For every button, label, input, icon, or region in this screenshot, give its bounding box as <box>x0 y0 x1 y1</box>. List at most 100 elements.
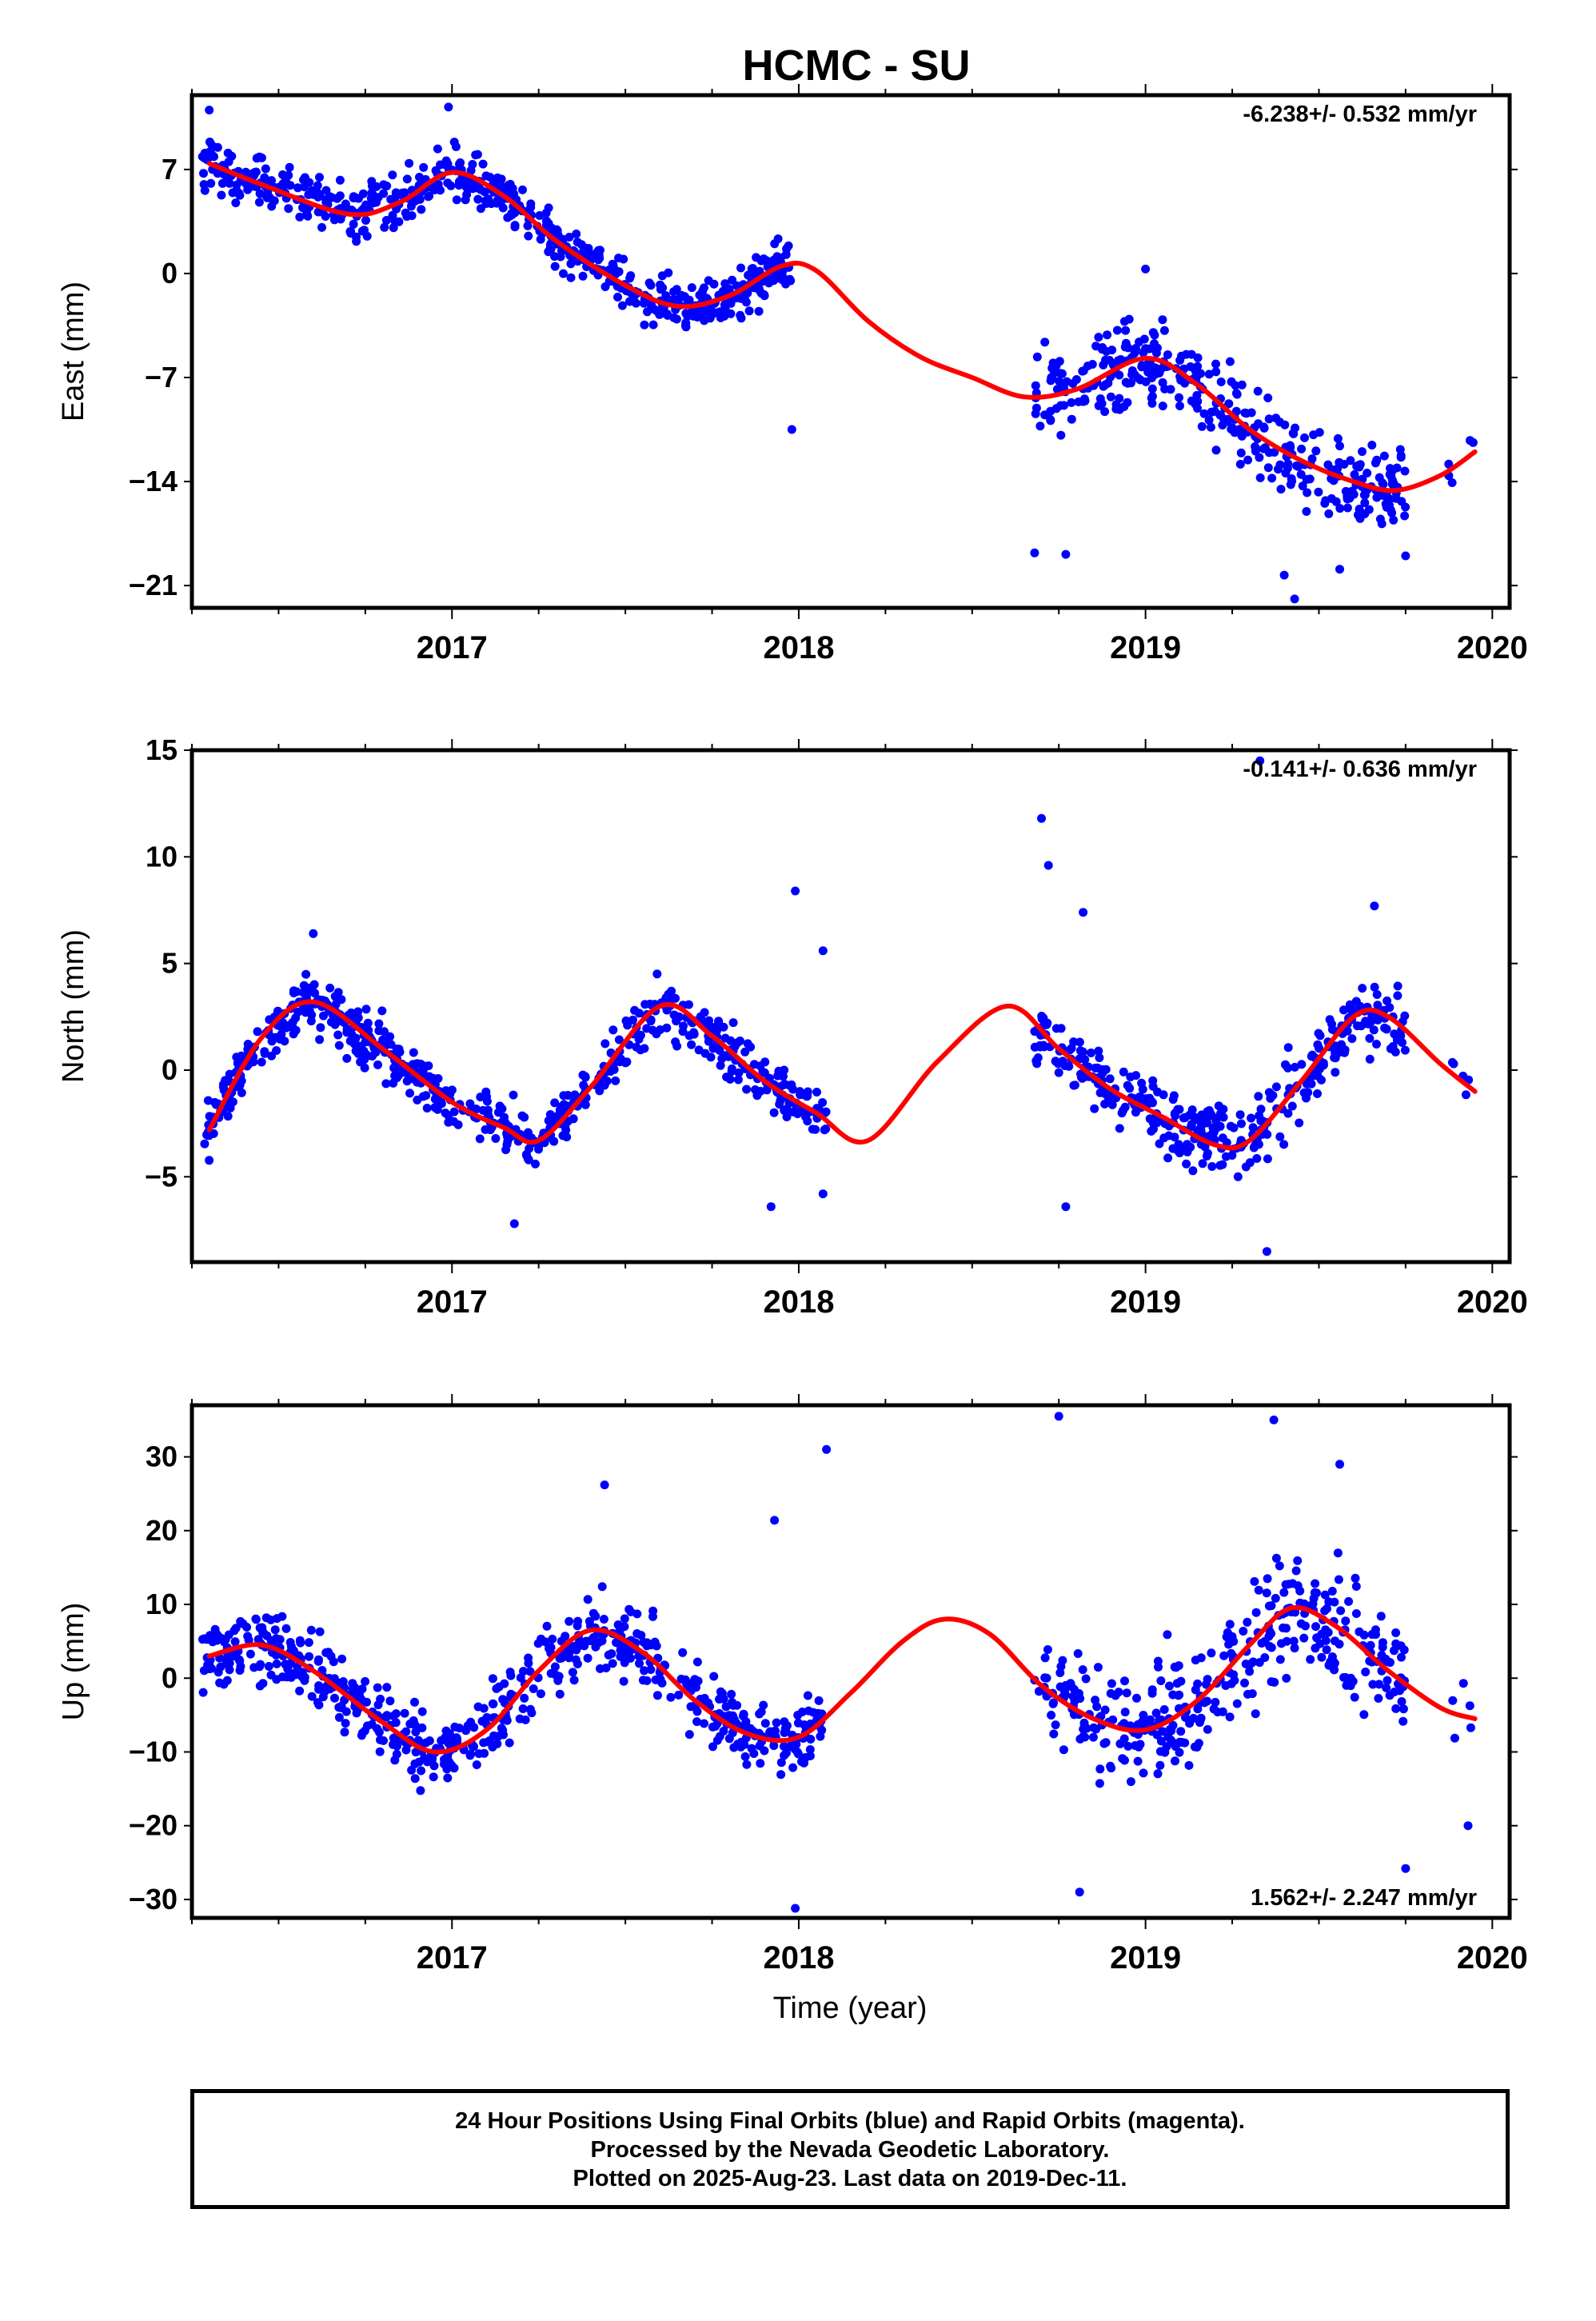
data-point <box>1391 1628 1401 1637</box>
data-point <box>1251 442 1260 451</box>
x-tick-label: 2017 <box>417 1284 488 1320</box>
data-point <box>1355 513 1365 523</box>
data-point <box>1175 401 1184 410</box>
data-point <box>1121 326 1131 335</box>
data-point <box>788 1763 798 1772</box>
data-point <box>820 1125 829 1135</box>
data-point <box>473 194 483 204</box>
data-point <box>492 1684 501 1693</box>
data-point <box>1163 1630 1172 1640</box>
data-point <box>700 316 709 326</box>
y-tick-label: 0 <box>162 1053 178 1086</box>
data-point <box>636 1030 645 1040</box>
data-point <box>1297 444 1307 453</box>
data-point <box>1177 1738 1187 1747</box>
y-axis-label: Up (mm) <box>57 1603 90 1721</box>
data-point <box>818 1098 828 1107</box>
data-point <box>337 1654 347 1664</box>
data-point <box>1187 1105 1197 1115</box>
data-point <box>1366 1640 1375 1650</box>
data-point <box>272 1659 281 1668</box>
data-point <box>1256 1117 1266 1125</box>
data-point <box>1214 1101 1223 1111</box>
x-tick-label: 2018 <box>763 630 834 665</box>
data-point <box>405 1089 414 1098</box>
data-point <box>466 166 476 175</box>
data-point <box>1081 1674 1091 1684</box>
data-point <box>1315 428 1324 437</box>
x-tick-label: 2019 <box>1110 1284 1181 1320</box>
data-point <box>476 204 485 214</box>
data-point <box>1320 498 1330 508</box>
data-point <box>267 1037 277 1046</box>
data-point <box>600 1039 610 1049</box>
data-point <box>1327 1025 1337 1034</box>
data-point <box>646 1665 656 1674</box>
data-point <box>1198 1159 1207 1168</box>
data-point <box>256 1660 265 1669</box>
data-point <box>814 1696 824 1705</box>
fit-curve <box>206 161 1478 493</box>
data-point <box>621 1016 631 1025</box>
data-point <box>1400 1045 1410 1055</box>
data-point <box>1281 469 1291 477</box>
data-point <box>200 186 209 195</box>
data-point <box>526 202 536 212</box>
data-point <box>1187 350 1196 359</box>
data-point <box>341 1719 350 1728</box>
data-point <box>742 1085 752 1094</box>
fit-curve <box>206 1604 1478 1755</box>
data-point <box>1105 1074 1115 1084</box>
data-point <box>475 1134 485 1144</box>
data-point <box>1119 1067 1128 1077</box>
data-point <box>626 1607 636 1616</box>
data-point <box>466 1749 476 1759</box>
data-point <box>1090 1104 1099 1113</box>
data-point <box>672 1041 682 1051</box>
data-point <box>754 306 764 316</box>
data-point <box>410 1774 420 1784</box>
data-point <box>1371 1625 1380 1635</box>
data-point <box>692 1657 702 1667</box>
data-point <box>1267 473 1277 483</box>
data-point <box>356 1042 365 1051</box>
data-point <box>687 1040 696 1049</box>
data-point <box>429 1772 438 1782</box>
x-tick-label: 2017 <box>417 630 488 665</box>
data-point <box>481 171 491 181</box>
data-point <box>334 1041 344 1050</box>
data-point <box>1302 507 1311 516</box>
data-point <box>658 283 668 293</box>
data-point <box>1207 1129 1216 1139</box>
data-point <box>346 226 356 236</box>
data-point <box>258 1679 268 1688</box>
data-point <box>300 173 309 182</box>
data-point <box>281 1023 291 1033</box>
data-point <box>1286 441 1295 450</box>
data-point <box>520 1693 529 1703</box>
data-point <box>1184 1760 1194 1770</box>
data-point <box>1227 1648 1236 1658</box>
data-point <box>679 1021 688 1031</box>
y-tick-label: −7 <box>145 361 178 393</box>
data-point <box>1225 1620 1235 1629</box>
fit-curve <box>206 999 1478 1151</box>
data-point <box>374 1019 384 1029</box>
data-point <box>1046 376 1055 386</box>
data-point <box>667 986 676 996</box>
data-point <box>1372 1040 1381 1049</box>
data-point <box>1263 1154 1272 1164</box>
data-point <box>349 192 358 202</box>
data-point <box>1049 1698 1058 1708</box>
data-point <box>289 989 298 997</box>
data-point <box>1295 1118 1304 1128</box>
data-point <box>715 1732 724 1741</box>
data-point <box>684 1730 694 1740</box>
data-point <box>583 1595 593 1604</box>
data-point <box>1227 1679 1236 1688</box>
data-point <box>1339 1672 1348 1682</box>
data-point <box>681 322 691 332</box>
data-point <box>321 186 331 195</box>
data-point <box>1355 505 1364 513</box>
data-point <box>1450 1733 1459 1743</box>
